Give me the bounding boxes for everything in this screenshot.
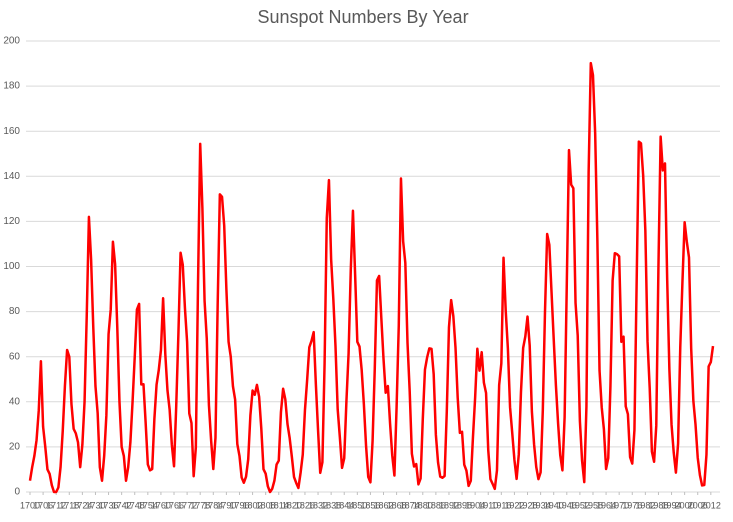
x-tick-label: 1802 xyxy=(243,500,263,510)
x-tick-label: 1736 xyxy=(99,500,119,510)
x-tick-label: 1940 xyxy=(544,500,564,510)
x-tick-label: 1778 xyxy=(190,500,210,510)
x-tick-label: 1976 xyxy=(622,500,642,510)
x-tick-label: 1844 xyxy=(334,500,354,510)
x-tick-label: 1724 xyxy=(72,500,92,510)
x-tick-label: 1790 xyxy=(216,500,236,510)
x-tick-label: 1754 xyxy=(138,500,158,510)
chart-title: Sunspot Numbers By Year xyxy=(257,7,468,27)
x-tick-label: 1922 xyxy=(504,500,524,510)
x-tick-label: 1988 xyxy=(648,500,668,510)
x-tick-label: 1706 xyxy=(33,500,53,510)
x-tick-label: 1892 xyxy=(439,500,459,510)
y-tick-label: 160 xyxy=(3,126,20,137)
x-tick-label: 1886 xyxy=(426,500,446,510)
x-tick-label: 1796 xyxy=(229,500,249,510)
x-tick-label: 1880 xyxy=(413,500,433,510)
x-tick-label: 1832 xyxy=(308,500,328,510)
x-tick-label: 1784 xyxy=(203,500,223,510)
x-tick-label: 1856 xyxy=(360,500,380,510)
x-tick-label: 1712 xyxy=(46,500,66,510)
x-tick-label: 1910 xyxy=(478,500,498,510)
x-tick-label: 1982 xyxy=(635,500,655,510)
x-tick-label: 1958 xyxy=(583,500,603,510)
y-tick-label: 80 xyxy=(9,306,21,317)
x-tick-label: 1964 xyxy=(596,500,616,510)
x-tick-label: 1838 xyxy=(321,500,341,510)
y-tick-label: 20 xyxy=(9,442,21,453)
x-tick-label: 1850 xyxy=(347,500,367,510)
x-tick-label: 2000 xyxy=(675,500,695,510)
series-line xyxy=(28,61,715,494)
x-tick-label: 1730 xyxy=(85,500,105,510)
y-tick-label: 180 xyxy=(3,81,20,92)
x-tick-label: 1820 xyxy=(282,500,302,510)
x-tick-label: 1898 xyxy=(452,500,472,510)
x-tick-label: 1814 xyxy=(269,500,289,510)
x-tick-label: 1808 xyxy=(256,500,276,510)
x-tick-label: 1766 xyxy=(164,500,184,510)
x-tick-label: 1760 xyxy=(151,500,171,510)
x-tick-label: 1718 xyxy=(59,500,79,510)
x-tick-label: 1700 xyxy=(20,500,40,510)
x-tick-label: 1826 xyxy=(295,500,315,510)
x-tick-label: 1994 xyxy=(662,500,682,510)
x-tick-label: 1970 xyxy=(609,500,629,510)
y-tick-label: 140 xyxy=(3,171,20,182)
x-tick-label: 1748 xyxy=(125,500,145,510)
x-tick-label: 1742 xyxy=(112,500,132,510)
y-tick-label: 40 xyxy=(9,396,21,407)
y-tick-label: 100 xyxy=(3,261,20,272)
y-tick-label: 120 xyxy=(3,216,20,227)
x-tick-label: 1862 xyxy=(373,500,393,510)
x-tick-label: 1916 xyxy=(491,500,511,510)
x-tick-label: 1904 xyxy=(465,500,485,510)
y-tick-label: 60 xyxy=(9,351,21,362)
y-tick-label: 200 xyxy=(3,36,20,47)
x-tick-label: 1772 xyxy=(177,500,197,510)
x-tick-label: 1946 xyxy=(557,500,577,510)
x-tick-label: 1874 xyxy=(400,500,420,510)
x-tick-label: 2006 xyxy=(688,500,708,510)
y-tick-label: 0 xyxy=(14,487,20,498)
x-tick-label: 1868 xyxy=(387,500,407,510)
x-tick-label: 1928 xyxy=(518,500,538,510)
x-tick-label: 1952 xyxy=(570,500,590,510)
x-tick-label: 1934 xyxy=(531,500,551,510)
x-tick-label: 2012 xyxy=(701,500,721,510)
